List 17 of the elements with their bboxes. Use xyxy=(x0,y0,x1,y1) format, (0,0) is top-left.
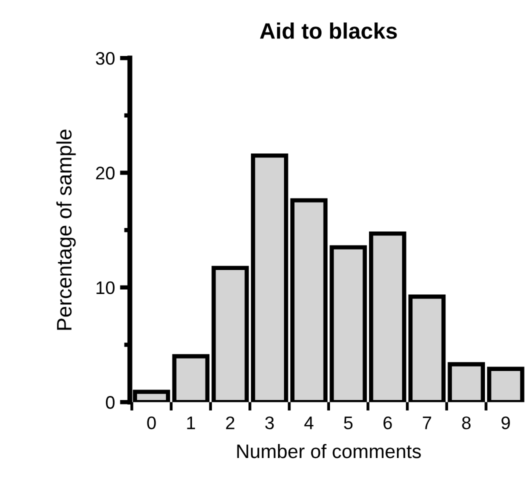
y-tick-label: 20 xyxy=(96,166,115,180)
x-tick-label: 7 xyxy=(422,416,432,430)
x-tick-label: 1 xyxy=(187,416,195,430)
x-tick-label: 6 xyxy=(384,416,392,430)
chart-title: Aid to blacks xyxy=(260,22,397,39)
y-axis-title: Percentage of sample xyxy=(56,130,76,330)
y-tick-label: 30 xyxy=(96,52,115,65)
x-tick-label: 3 xyxy=(265,416,274,430)
x-tick-label: 8 xyxy=(462,416,471,430)
x-tick-label: 4 xyxy=(304,416,314,430)
x-axis-title: Number of comments xyxy=(237,444,421,458)
x-tick-label: 9 xyxy=(502,416,510,430)
y-tick-label: 0 xyxy=(106,396,115,409)
x-tick-label: 5 xyxy=(344,416,353,430)
x-tick-label: 2 xyxy=(226,416,234,430)
x-tick-label: 0 xyxy=(147,416,156,430)
y-tick-label: 10 xyxy=(96,281,115,294)
